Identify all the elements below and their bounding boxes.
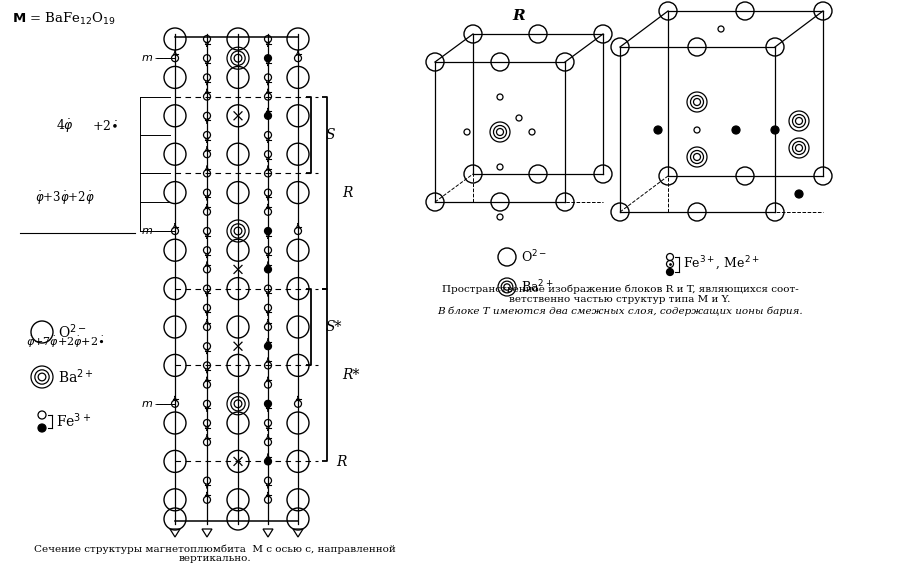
Text: вертикально.: вертикально. [179,554,251,563]
Text: $\dot{\varphi}$+7$\dot{\varphi}$+2$\dot{\varphi}$+2$\dot{\bullet}$: $\dot{\varphi}$+7$\dot{\varphi}$+2$\dot{… [25,335,104,350]
Text: +2$\dot{\bullet}$: +2$\dot{\bullet}$ [92,119,118,133]
Circle shape [265,227,271,235]
Text: Ba$^{2+}$: Ba$^{2+}$ [58,368,93,386]
Text: O$^{2-}$: O$^{2-}$ [521,249,547,265]
Circle shape [732,126,740,134]
Text: 4$\dot{\varphi}$: 4$\dot{\varphi}$ [56,117,74,135]
Text: $m$: $m$ [141,399,153,409]
Circle shape [667,269,674,276]
Circle shape [265,400,271,407]
Circle shape [795,190,803,198]
Text: O$^{2-}$: O$^{2-}$ [58,323,87,341]
Text: $m$: $m$ [141,53,153,63]
Text: R: R [342,185,353,200]
Circle shape [265,54,271,62]
Text: $\mathbf{M}$ = BaFe$_{12}$O$_{19}$: $\mathbf{M}$ = BaFe$_{12}$O$_{19}$ [12,11,116,27]
Text: Fe$^{3+}$: Fe$^{3+}$ [56,412,91,430]
Text: S: S [326,128,336,142]
Text: Fe$^{3+}$, Me$^{2+}$: Fe$^{3+}$, Me$^{2+}$ [683,255,760,273]
Text: S*: S* [326,320,343,334]
Circle shape [771,126,779,134]
Text: R: R [512,9,525,23]
Text: В блоке Т имеются два смежных слоя, содержащих ионы бария.: В блоке Т имеются два смежных слоя, соде… [437,307,803,316]
Circle shape [265,112,271,119]
Text: R: R [336,455,346,469]
Text: Ba$^{2+}$: Ba$^{2+}$ [521,279,553,295]
Text: $\dot{\varphi}$+3$\dot{\varphi}$+2$\dot{\varphi}$: $\dot{\varphi}$+3$\dot{\varphi}$+2$\dot{… [35,190,95,207]
Circle shape [265,458,271,465]
Circle shape [38,424,46,432]
Circle shape [654,126,662,134]
Circle shape [265,266,271,273]
Circle shape [265,342,271,350]
Text: $m$: $m$ [141,226,153,236]
Text: ветственно частью структур типа M и Y.: ветственно частью структур типа M и Y. [510,295,731,304]
Text: R*: R* [342,368,359,382]
Text: Сечение структуры магнетоплюмбита  М с осью с, направленной: Сечение структуры магнетоплюмбита М с ос… [34,545,395,555]
Text: Пространственное изображение блоков R и T, являющихся соот-: Пространственное изображение блоков R и … [442,285,798,294]
